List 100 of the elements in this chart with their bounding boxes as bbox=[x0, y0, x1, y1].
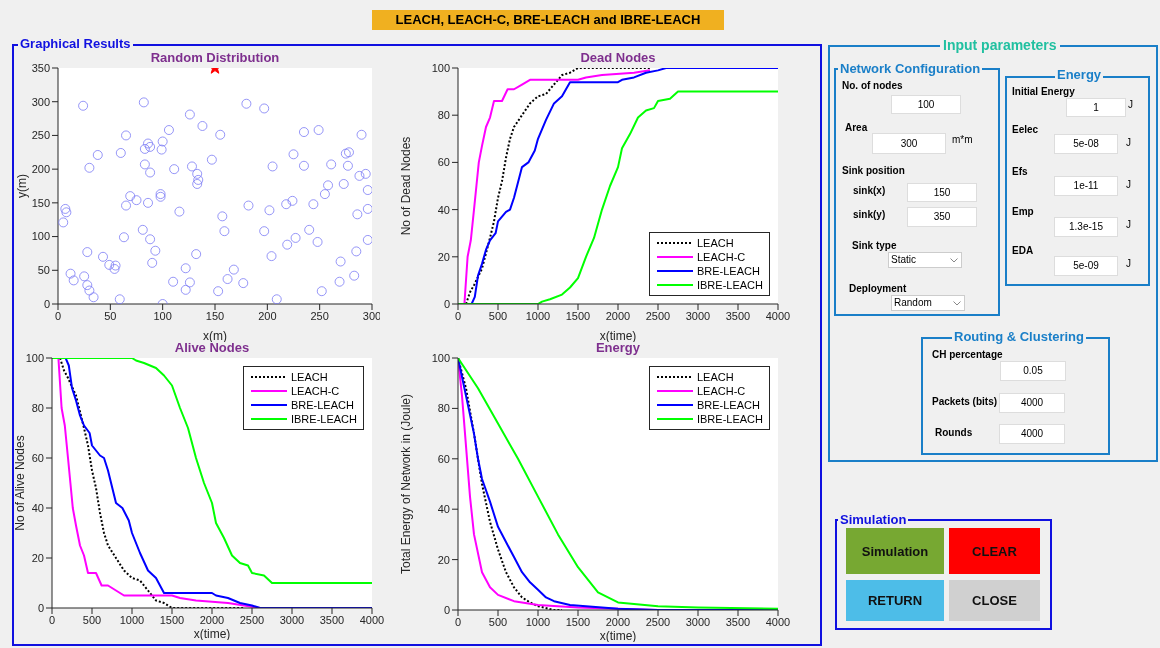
x-tick-label: 1000 bbox=[525, 615, 551, 628]
text: 300 bbox=[872, 133, 946, 154]
text: sink(y) bbox=[853, 209, 886, 220]
text: sink(x) bbox=[853, 185, 886, 196]
y-tick-label: 80 bbox=[437, 402, 450, 415]
text: 100 bbox=[891, 95, 961, 114]
y-tick-label: 20 bbox=[437, 250, 450, 263]
y-axis-title: y(m) bbox=[15, 174, 30, 198]
y-tick-label: 100 bbox=[25, 351, 44, 364]
x-tick-label: 1000 bbox=[525, 309, 551, 322]
text: EDA bbox=[1012, 245, 1034, 256]
x-tick-label: 4000 bbox=[765, 615, 791, 628]
x-tick-label: 2500 bbox=[645, 615, 671, 628]
text: 4000 bbox=[999, 393, 1065, 413]
y-tick-label: 40 bbox=[31, 501, 44, 514]
text: Network Configuration bbox=[838, 61, 983, 76]
legend-label: LEACH bbox=[696, 237, 734, 249]
text: Sink type bbox=[852, 240, 897, 251]
legend-label: LEACH-C bbox=[290, 385, 340, 397]
text: Routing & Clustering bbox=[952, 329, 1086, 344]
y-tick-label: 300 bbox=[31, 95, 50, 108]
text: Deployment bbox=[849, 283, 907, 294]
text: 5e-09 bbox=[1054, 256, 1118, 276]
text: 5e-08 bbox=[1054, 134, 1118, 154]
chart-title: Random Distribution bbox=[149, 50, 281, 65]
y-tick-label: 0 bbox=[443, 603, 450, 616]
text: Static bbox=[888, 252, 962, 268]
x-tick-label: 500 bbox=[488, 309, 508, 322]
text: CLEAR bbox=[949, 528, 1040, 574]
x-axis-title: x(m) bbox=[203, 329, 227, 343]
x-tick-label: 3000 bbox=[279, 613, 305, 626]
y-tick-label: 40 bbox=[437, 203, 450, 216]
text: CLOSE bbox=[949, 580, 1040, 621]
y-tick-label: 40 bbox=[437, 503, 450, 516]
text: RETURN bbox=[846, 580, 944, 621]
y-tick-label: 100 bbox=[31, 230, 50, 243]
y-axis-title: No of Alive Nodes bbox=[13, 435, 28, 531]
text: Simulation bbox=[846, 528, 944, 574]
x-tick-label: 300 bbox=[362, 309, 382, 322]
y-tick-label: 20 bbox=[31, 551, 44, 564]
text: Initial Energy bbox=[1012, 86, 1075, 97]
x-tick-label: 50 bbox=[104, 309, 117, 322]
x-tick-label: 2000 bbox=[605, 615, 631, 628]
text: Simulation bbox=[838, 512, 909, 527]
x-tick-label: 2000 bbox=[605, 309, 631, 322]
y-tick-label: 60 bbox=[437, 156, 450, 169]
text: Packets (bits) bbox=[932, 396, 998, 407]
text: Emp bbox=[1012, 206, 1034, 217]
text: Random bbox=[891, 295, 965, 311]
y-tick-label: 60 bbox=[31, 451, 44, 464]
legend-label: LEACH bbox=[696, 371, 734, 383]
text: Rounds bbox=[935, 427, 973, 438]
x-tick-label: 200 bbox=[258, 309, 277, 322]
y-tick-label: 80 bbox=[31, 401, 44, 414]
text: Sink position bbox=[842, 165, 905, 176]
text: 1.3e-15 bbox=[1054, 217, 1118, 237]
chart-title: Dead Nodes bbox=[579, 50, 657, 65]
y-tick-label: 100 bbox=[431, 61, 450, 74]
y-tick-label: 0 bbox=[37, 601, 44, 614]
text: J bbox=[1128, 99, 1133, 110]
x-tick-label: 0 bbox=[454, 309, 462, 322]
text: m*m bbox=[952, 134, 973, 145]
x-tick-label: 4000 bbox=[359, 613, 385, 626]
x-tick-label: 1500 bbox=[565, 615, 591, 628]
x-tick-label: 1500 bbox=[565, 309, 591, 322]
text: Area bbox=[845, 122, 868, 133]
x-tick-label: 500 bbox=[82, 613, 102, 626]
y-tick-label: 150 bbox=[31, 196, 50, 209]
x-tick-label: 0 bbox=[454, 615, 462, 628]
legend-label: IBRE-LEACH bbox=[290, 413, 357, 425]
x-tick-label: 1500 bbox=[159, 613, 185, 626]
x-tick-label: 250 bbox=[310, 309, 329, 322]
text: J bbox=[1126, 179, 1131, 190]
legend-label: LEACH-C bbox=[696, 385, 746, 397]
legend-label: IBRE-LEACH bbox=[696, 279, 763, 291]
legend-label: LEACH-C bbox=[696, 251, 746, 263]
text: 1e-11 bbox=[1054, 176, 1118, 196]
text: Efs bbox=[1012, 166, 1028, 177]
x-axis-title: x(time) bbox=[599, 329, 637, 343]
text: LEACH, LEACH-C, BRE-LEACH and IBRE-LEACH bbox=[372, 10, 724, 30]
x-tick-label: 3500 bbox=[725, 615, 751, 628]
y-tick-label: 200 bbox=[31, 163, 50, 176]
y-tick-label: 0 bbox=[43, 297, 50, 310]
text: Input parameters bbox=[940, 37, 1060, 53]
x-tick-label: 100 bbox=[153, 309, 172, 322]
x-tick-label: 500 bbox=[488, 615, 508, 628]
y-tick-label: 80 bbox=[437, 109, 450, 122]
x-tick-label: 3500 bbox=[725, 309, 751, 322]
x-tick-label: 0 bbox=[54, 309, 62, 322]
x-axis-title: x(time) bbox=[193, 627, 231, 641]
text: J bbox=[1126, 137, 1131, 148]
x-tick-label: 3000 bbox=[685, 615, 711, 628]
x-tick-label: 2000 bbox=[199, 613, 225, 626]
text: No. of nodes bbox=[842, 80, 903, 91]
text: 350 bbox=[907, 207, 977, 227]
text: CH percentage bbox=[932, 349, 1003, 360]
text: 0.05 bbox=[1000, 361, 1066, 381]
y-tick-label: 50 bbox=[37, 264, 50, 277]
x-tick-label: 3500 bbox=[319, 613, 345, 626]
y-axis-title: No of Dead Nodes bbox=[399, 136, 414, 236]
